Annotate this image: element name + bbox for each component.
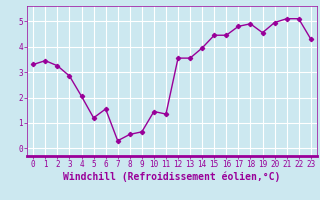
X-axis label: Windchill (Refroidissement éolien,°C): Windchill (Refroidissement éolien,°C)	[63, 172, 281, 182]
